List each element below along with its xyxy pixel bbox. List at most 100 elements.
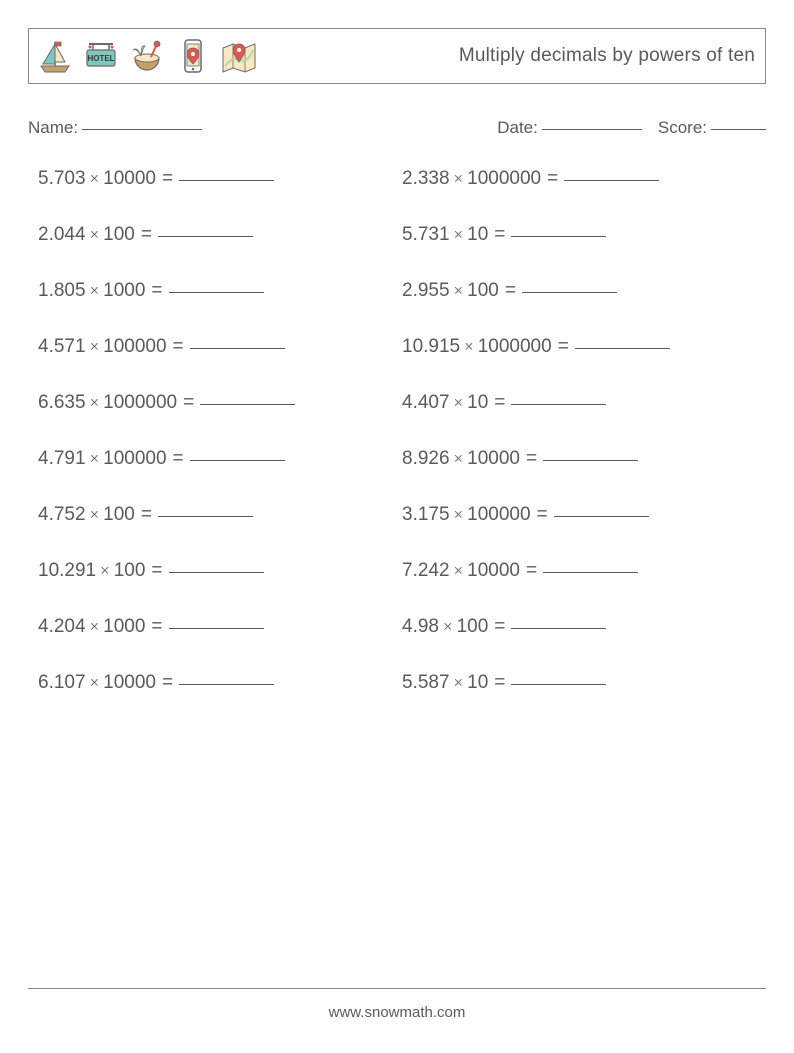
hotel-sign-icon: HOTEL	[81, 36, 121, 76]
date-label: Date:	[497, 118, 538, 137]
operand-b: 1000	[103, 280, 145, 301]
equals-symbol: =	[541, 168, 564, 189]
operand-b: 10	[467, 392, 488, 413]
operand-b: 100000	[103, 336, 166, 357]
equals-symbol: =	[167, 448, 190, 469]
operand-b: 1000000	[467, 168, 541, 189]
operand-a: 6.635	[38, 392, 86, 413]
answer-blank[interactable]	[511, 684, 606, 685]
answer-blank[interactable]	[158, 236, 253, 237]
footer-text: www.snowmath.com	[0, 1004, 794, 1021]
problem-right-8: 7.242×10000=	[402, 560, 756, 582]
score-label: Score:	[658, 118, 707, 137]
equals-symbol: =	[488, 224, 511, 245]
multiply-symbol: ×	[86, 505, 104, 524]
answer-blank[interactable]	[511, 404, 606, 405]
operand-b: 10	[467, 672, 488, 693]
equals-symbol: =	[135, 504, 158, 525]
problem-right-4: 10.915×1000000=	[402, 336, 756, 358]
problem-left-5: 6.635×1000000=	[38, 392, 392, 414]
answer-blank[interactable]	[179, 180, 274, 181]
multiply-symbol: ×	[86, 449, 104, 468]
score-blank[interactable]	[711, 129, 766, 130]
operand-b: 1000	[103, 616, 145, 637]
operand-a: 5.703	[38, 168, 86, 189]
multiply-symbol: ×	[86, 617, 104, 636]
operand-a: 3.175	[402, 504, 450, 525]
map-pin-icon	[219, 36, 259, 76]
operand-a: 2.338	[402, 168, 450, 189]
answer-blank[interactable]	[179, 684, 274, 685]
operand-a: 7.242	[402, 560, 450, 581]
operand-b: 100000	[103, 448, 166, 469]
problem-left-1: 5.703×10000=	[38, 168, 392, 190]
equals-symbol: =	[488, 392, 511, 413]
operand-a: 5.587	[402, 672, 450, 693]
equals-symbol: =	[156, 672, 179, 693]
multiply-symbol: ×	[450, 561, 468, 580]
operand-a: 4.98	[402, 616, 439, 637]
equals-symbol: =	[145, 616, 168, 637]
multiply-symbol: ×	[96, 561, 114, 580]
operand-b: 10000	[103, 168, 156, 189]
answer-blank[interactable]	[511, 628, 606, 629]
operand-b: 100	[114, 560, 146, 581]
equals-symbol: =	[499, 280, 522, 301]
multiply-symbol: ×	[439, 617, 457, 636]
problem-left-3: 1.805×1000=	[38, 280, 392, 302]
operand-b: 10000	[103, 672, 156, 693]
operand-a: 8.926	[402, 448, 450, 469]
date-blank[interactable]	[542, 129, 642, 130]
answer-blank[interactable]	[169, 572, 264, 573]
footer-divider	[28, 988, 766, 989]
multiply-symbol: ×	[86, 281, 104, 300]
answer-blank[interactable]	[169, 292, 264, 293]
operand-a: 1.805	[38, 280, 86, 301]
answer-blank[interactable]	[575, 348, 670, 349]
multiply-symbol: ×	[450, 225, 468, 244]
equals-symbol: =	[145, 560, 168, 581]
multiply-symbol: ×	[450, 281, 468, 300]
answer-blank[interactable]	[190, 460, 285, 461]
operand-a: 4.791	[38, 448, 86, 469]
problem-left-4: 4.571×100000=	[38, 336, 392, 358]
multiply-symbol: ×	[86, 337, 104, 356]
multiply-symbol: ×	[450, 169, 468, 188]
problem-right-5: 4.407×10=	[402, 392, 756, 414]
operand-a: 10.291	[38, 560, 96, 581]
answer-blank[interactable]	[158, 516, 253, 517]
problem-left-6: 4.791×100000=	[38, 448, 392, 470]
answer-blank[interactable]	[543, 572, 638, 573]
problem-right-9: 4.98×100=	[402, 616, 756, 638]
meta-row: Name: Date: Score:	[28, 118, 766, 138]
answer-blank[interactable]	[200, 404, 295, 405]
answer-blank[interactable]	[169, 628, 264, 629]
name-blank[interactable]	[82, 129, 202, 130]
operand-b: 10000	[467, 448, 520, 469]
operand-a: 4.407	[402, 392, 450, 413]
date-field: Date:	[497, 118, 642, 138]
answer-blank[interactable]	[543, 460, 638, 461]
operand-a: 4.752	[38, 504, 86, 525]
equals-symbol: =	[177, 392, 200, 413]
answer-blank[interactable]	[564, 180, 659, 181]
equals-symbol: =	[488, 672, 511, 693]
answer-blank[interactable]	[190, 348, 285, 349]
equals-symbol: =	[531, 504, 554, 525]
equals-symbol: =	[552, 336, 575, 357]
problem-right-1: 2.338×1000000=	[402, 168, 756, 190]
multiply-symbol: ×	[450, 505, 468, 524]
problem-right-6: 8.926×10000=	[402, 448, 756, 470]
operand-b: 100	[467, 280, 499, 301]
operand-a: 10.915	[402, 336, 460, 357]
operand-b: 1000000	[478, 336, 552, 357]
answer-blank[interactable]	[554, 516, 649, 517]
operand-a: 5.731	[402, 224, 450, 245]
answer-blank[interactable]	[511, 236, 606, 237]
problem-right-7: 3.175×100000=	[402, 504, 756, 526]
sailboat-icon	[35, 36, 75, 76]
answer-blank[interactable]	[522, 292, 617, 293]
multiply-symbol: ×	[460, 337, 478, 356]
operand-a: 2.044	[38, 224, 86, 245]
worksheet-title: Multiply decimals by powers of ten	[459, 45, 755, 67]
